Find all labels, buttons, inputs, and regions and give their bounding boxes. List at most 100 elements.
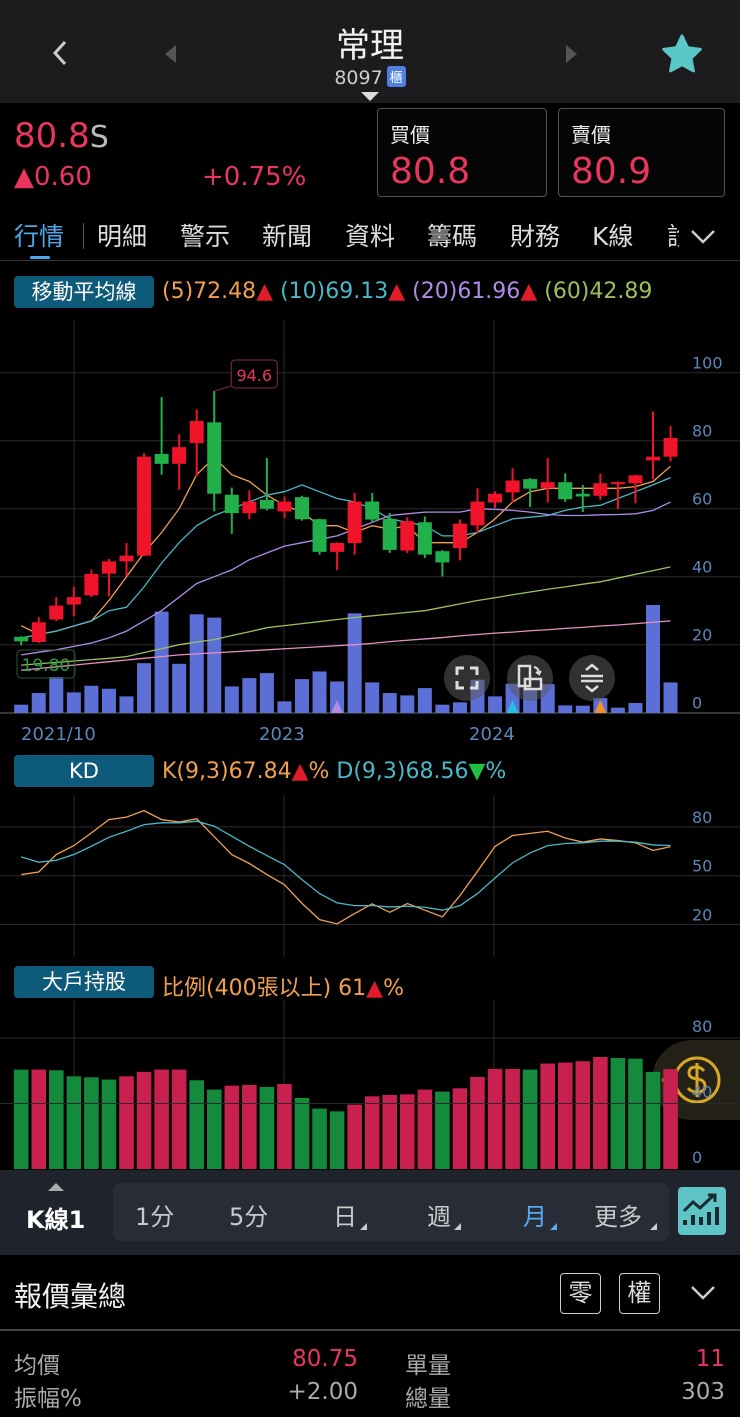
- candle-body: [224, 494, 239, 514]
- kline-selector[interactable]: K線1: [26, 1206, 86, 1234]
- rotate-button[interactable]: [507, 655, 553, 701]
- quote-summary-header[interactable]: 報價彙總 零 權: [0, 1255, 740, 1331]
- tab-alerts[interactable]: 警示: [180, 222, 231, 251]
- chevron-down-icon[interactable]: [690, 1285, 716, 1301]
- period-more[interactable]: 更多: [594, 1203, 642, 1231]
- up-arrow-icon: ▲: [366, 976, 384, 1001]
- kd-line: [21, 809, 671, 925]
- chevron-down-icon[interactable]: [690, 229, 716, 245]
- kd-tick-label: 50: [692, 857, 712, 876]
- period-day[interactable]: 日: [333, 1203, 357, 1231]
- ma-indicator-button[interactable]: 移動平均線: [14, 276, 154, 308]
- volume-bar: [14, 704, 29, 713]
- holder-bar: [171, 1069, 187, 1169]
- k-value: K(9,3)67.84: [162, 759, 292, 784]
- y-tick-label: 0: [692, 694, 702, 713]
- candle-body: [207, 422, 222, 494]
- tab-quote[interactable]: 行情: [14, 222, 65, 251]
- tab-divider: [83, 223, 84, 249]
- ma-line: [20, 456, 671, 636]
- kd-tick-label: 80: [692, 808, 712, 827]
- last-price: 80.8S: [14, 116, 109, 156]
- fullscreen-button[interactable]: [444, 655, 490, 701]
- signal-marker: [506, 700, 519, 713]
- holder-bar: [49, 1070, 64, 1169]
- compress-button[interactable]: [569, 655, 615, 701]
- low-label: 19.80: [22, 656, 71, 676]
- period-1min[interactable]: 1分: [135, 1203, 175, 1231]
- holder-legend: 比例(400張以上) 61▲%: [162, 970, 404, 1002]
- rotate-icon: [517, 664, 543, 691]
- triangle-left-icon: [165, 45, 176, 63]
- candle-body: [84, 573, 99, 596]
- candle-body: [593, 483, 608, 496]
- tab-kline[interactable]: K線: [592, 222, 634, 251]
- holder-indicator-button[interactable]: 大戶持股: [14, 966, 154, 998]
- prev-stock-button[interactable]: [162, 44, 178, 68]
- period-week[interactable]: 週: [427, 1203, 451, 1231]
- holder-tick-label: 0: [692, 1148, 702, 1167]
- candle-body: [154, 453, 169, 464]
- summary-title: 報價彙總: [14, 1280, 127, 1313]
- ma20-value: (20)61.96: [412, 279, 521, 304]
- corner-caret-icon: [360, 1223, 367, 1230]
- dropdown-caret-icon[interactable]: [361, 92, 379, 101]
- kd-indicator-button[interactable]: KD: [14, 755, 154, 787]
- holder-bar: [557, 1062, 573, 1169]
- bid-label: 買價: [390, 123, 430, 147]
- triangle-up-icon: [48, 1183, 64, 1191]
- kline-chart[interactable]: 2021/10 2023 2024 100 80 60 40 20 0 94.6 19.80 80 50…: [0, 320, 740, 1170]
- holder-bar: [189, 1080, 204, 1169]
- volume-bar: [154, 611, 169, 713]
- total-volume-value: 303: [681, 1379, 725, 1405]
- tab-bar: 行情 明細 警示 新聞 資料 籌碼 財務 K線 診: [0, 205, 740, 261]
- corner-caret-icon: [550, 1223, 557, 1230]
- candle-body: [295, 497, 309, 520]
- odd-lot-button[interactable]: 零: [560, 1273, 601, 1314]
- volume-bar: [49, 677, 64, 713]
- period-month[interactable]: 月: [523, 1203, 547, 1231]
- period-5min[interactable]: 5分: [229, 1203, 269, 1231]
- down-arrow-icon: ▼: [468, 759, 486, 784]
- tab-chips[interactable]: 籌碼: [427, 222, 478, 251]
- tab-more[interactable]: 診: [667, 217, 679, 253]
- ma60-value: (60)42.89: [544, 279, 653, 304]
- holder-bar: [417, 1089, 433, 1169]
- y-tick-label: 40: [692, 558, 712, 577]
- volume-bar: [242, 678, 257, 713]
- candle-body: [452, 523, 467, 549]
- ma-legend: (5)72.48▲ (10)69.13▲ (20)61.96▲ (60)42.8…: [162, 279, 740, 304]
- holder-bar: [312, 1108, 327, 1169]
- candle-body: [610, 482, 625, 485]
- ask-box[interactable]: 賣價 80.9: [558, 108, 725, 197]
- tab-financials[interactable]: 財務: [510, 222, 561, 251]
- ask-value: 80.9: [571, 151, 652, 192]
- back-button[interactable]: [48, 38, 72, 68]
- next-stock-button[interactable]: [564, 44, 580, 68]
- tab-info[interactable]: 資料: [345, 222, 396, 251]
- holder-bar: [645, 1071, 661, 1169]
- holder-bar: [259, 1086, 275, 1169]
- tab-news[interactable]: 新聞: [262, 222, 313, 251]
- d-value: D(9,3)68.56: [336, 759, 469, 784]
- holder-bar: [31, 1069, 47, 1169]
- candle-body: [540, 482, 555, 489]
- candle-body: [277, 501, 292, 512]
- y-tick-label: 100: [692, 354, 723, 373]
- volume-bar: [452, 702, 467, 713]
- candle-body: [435, 551, 450, 563]
- holder-bar: [628, 1058, 643, 1169]
- chart-type-button[interactable]: [678, 1187, 726, 1235]
- holder-bar: [206, 1089, 222, 1169]
- holder-bar: [400, 1094, 415, 1169]
- bid-box[interactable]: 買價 80.8: [377, 108, 547, 197]
- rights-button[interactable]: 權: [619, 1273, 660, 1314]
- holder-bar: [522, 1069, 538, 1169]
- candle-body: [137, 456, 152, 556]
- favorite-button[interactable]: [660, 33, 704, 79]
- holder-bar: [119, 1076, 134, 1169]
- holder-bar: [66, 1076, 82, 1169]
- tab-details[interactable]: 明細: [97, 222, 148, 251]
- holder-tick-label: 40: [692, 1083, 712, 1102]
- bid-value: 80.8: [390, 151, 471, 192]
